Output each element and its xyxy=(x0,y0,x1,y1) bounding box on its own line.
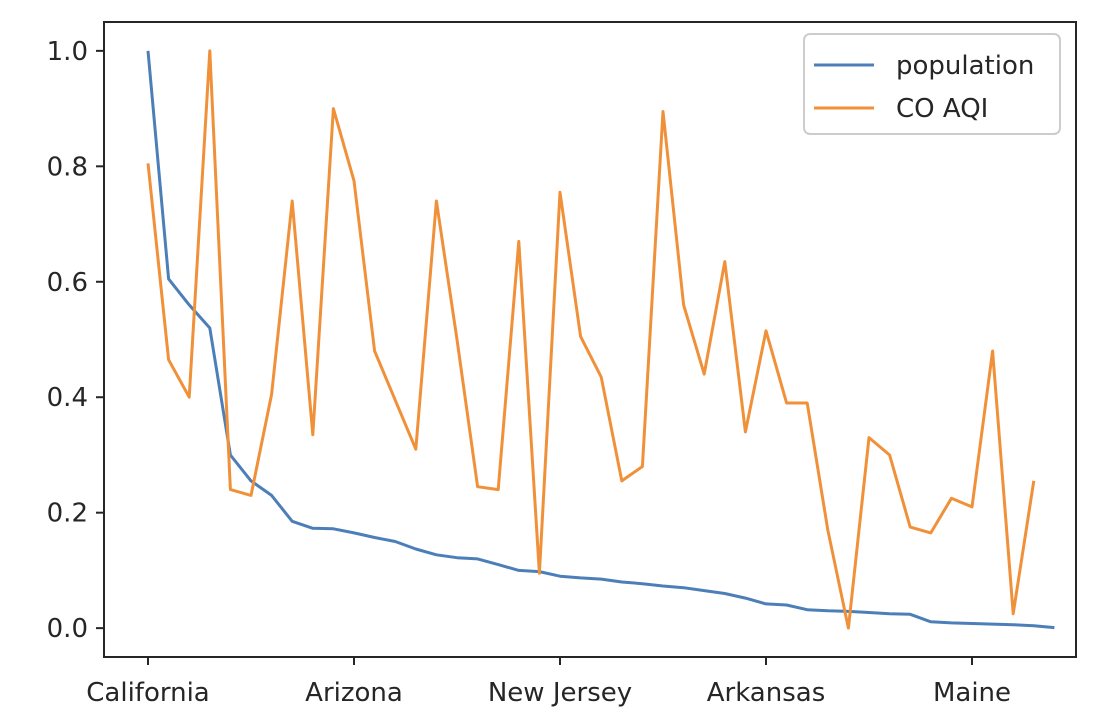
y-tick-label: 0.8 xyxy=(47,152,88,182)
x-tick-label: Arizona xyxy=(305,678,403,708)
y-axis: 0.0 0.2 0.4 0.6 0.8 1.0 xyxy=(47,37,104,644)
y-tick-label: 0.0 xyxy=(47,614,88,644)
series-line-population xyxy=(146,50,1055,630)
x-tick-label: California xyxy=(86,678,209,708)
y-tick-label: 0.6 xyxy=(47,268,88,298)
x-tick-label: Maine xyxy=(933,678,1011,708)
series-line-co-aqi xyxy=(146,49,1036,630)
legend-label-population: population xyxy=(896,51,1034,81)
legend: population CO AQI xyxy=(803,33,1061,135)
legend-label-co-aqi: CO AQI xyxy=(896,94,988,124)
y-tick-label: 0.2 xyxy=(47,499,88,529)
x-axis: California Arizona New Jersey Arkansas Maine xyxy=(86,657,1011,708)
series-lines xyxy=(146,49,1055,630)
x-tick-label: New Jersey xyxy=(488,678,632,708)
y-tick-label: 0.4 xyxy=(47,383,88,413)
x-tick-label: Arkansas xyxy=(707,678,826,708)
y-tick-label: 1.0 xyxy=(47,37,88,67)
